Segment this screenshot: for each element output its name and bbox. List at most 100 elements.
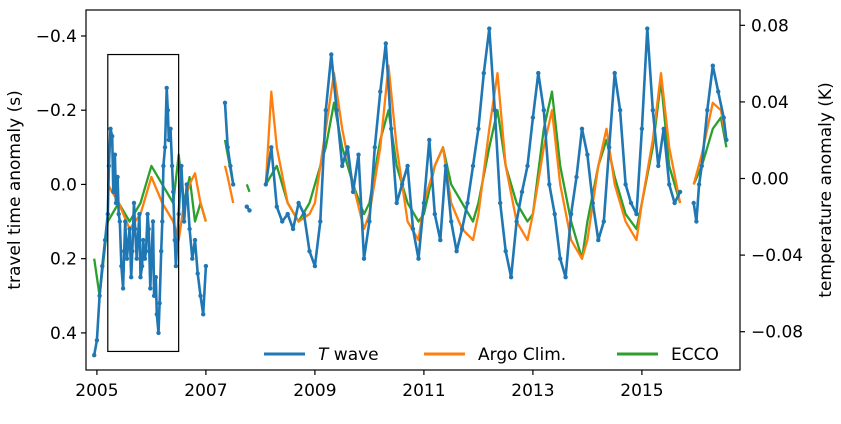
data-point-t-wave xyxy=(151,293,157,298)
data-point-t-wave xyxy=(165,108,170,113)
data-point-t-wave xyxy=(470,163,476,169)
data-point-t-wave xyxy=(394,200,399,206)
data-point-t-wave xyxy=(157,301,162,306)
data-point-t-wave xyxy=(465,200,470,206)
series-line-argo-clim-1 xyxy=(223,165,235,204)
data-point-t-wave xyxy=(345,145,350,150)
data-point-t-wave xyxy=(222,100,228,106)
data-point-t-wave xyxy=(153,275,158,280)
x-tick-label: 2011 xyxy=(402,381,445,401)
data-point-t-wave xyxy=(169,163,175,169)
data-point-t-wave xyxy=(263,182,268,187)
data-point-t-wave xyxy=(710,63,715,68)
y-left-tick-label: 0.0 xyxy=(50,175,77,195)
y-left-tick-label: 0.2 xyxy=(50,250,77,270)
data-point-t-wave xyxy=(432,211,437,217)
series-line-t-wave-1 xyxy=(223,102,235,185)
data-point-t-wave xyxy=(661,126,666,131)
data-point-t-wave xyxy=(552,211,557,217)
data-point-t-wave xyxy=(389,126,394,131)
data-point-t-wave xyxy=(120,286,126,291)
x-tick-label: 2015 xyxy=(620,381,663,401)
data-point-t-wave xyxy=(146,226,151,232)
y-right-tick-label: 0.04 xyxy=(751,93,789,113)
data-point-t-wave xyxy=(639,126,645,131)
data-point-t-wave xyxy=(541,108,546,113)
data-point-t-wave xyxy=(129,275,134,280)
series-layer xyxy=(92,26,729,358)
data-point-t-wave xyxy=(285,211,290,217)
data-point-t-wave xyxy=(329,52,334,57)
data-point-t-wave xyxy=(372,145,377,150)
data-point-t-wave xyxy=(694,219,699,224)
data-point-t-wave xyxy=(110,134,115,139)
data-point-t-wave xyxy=(122,249,127,254)
data-point-t-wave xyxy=(124,256,130,261)
data-point-t-wave xyxy=(160,219,165,224)
data-point-t-wave xyxy=(312,263,318,269)
data-point-t-wave xyxy=(172,237,177,243)
data-point-t-wave xyxy=(225,145,230,150)
data-point-t-wave xyxy=(290,226,296,232)
data-point-t-wave xyxy=(454,249,459,254)
y-left-tick-label: 0.4 xyxy=(50,324,77,344)
data-point-t-wave xyxy=(596,237,601,243)
data-point-t-wave xyxy=(590,200,595,206)
data-point-t-wave xyxy=(137,211,142,217)
data-point-t-wave xyxy=(115,174,120,180)
data-point-t-wave xyxy=(634,211,639,217)
data-point-t-wave xyxy=(112,152,118,157)
data-point-t-wave xyxy=(166,137,171,143)
data-point-t-wave xyxy=(481,70,486,76)
legend-label-t-wave: T wave xyxy=(318,345,379,365)
data-point-t-wave xyxy=(405,163,410,169)
data-point-t-wave xyxy=(530,115,536,120)
data-point-t-wave xyxy=(164,85,169,91)
data-point-t-wave xyxy=(135,237,140,243)
data-point-t-wave xyxy=(650,108,655,113)
data-point-t-wave xyxy=(119,263,124,269)
data-point-t-wave xyxy=(247,208,252,213)
data-point-t-wave xyxy=(161,163,166,169)
data-point-t-wave xyxy=(148,286,153,291)
data-point-t-wave xyxy=(334,108,339,113)
data-point-t-wave xyxy=(585,152,590,157)
data-point-t-wave xyxy=(443,163,448,169)
data-point-t-wave xyxy=(361,256,367,261)
data-point-t-wave xyxy=(168,126,173,131)
data-point-t-wave xyxy=(667,182,672,187)
y-right-axis-label: temperature anomaly (K) xyxy=(816,82,836,297)
series-line-ecco-2 xyxy=(245,184,251,193)
data-point-t-wave xyxy=(721,115,726,120)
data-point-t-wave xyxy=(449,219,454,224)
data-point-t-wave xyxy=(579,126,585,131)
data-point-t-wave xyxy=(113,200,119,206)
data-point-t-wave xyxy=(514,219,519,224)
data-point-t-wave xyxy=(94,338,100,343)
data-point-t-wave xyxy=(612,70,617,76)
data-point-t-wave xyxy=(323,108,328,113)
data-point-t-wave xyxy=(111,189,116,195)
y-right-tick-label: 0.00 xyxy=(751,170,789,190)
data-point-t-wave xyxy=(416,256,421,261)
data-point-t-wave xyxy=(696,182,702,187)
data-point-t-wave xyxy=(399,182,405,187)
data-point-t-wave xyxy=(150,219,156,224)
y-right-tick-label: −0.08 xyxy=(751,323,803,343)
data-point-t-wave xyxy=(568,211,574,217)
data-point-t-wave xyxy=(724,137,729,143)
data-point-t-wave xyxy=(141,237,146,243)
data-point-t-wave xyxy=(154,312,159,317)
y-left-axis-label: travel time anomaly (s) xyxy=(5,90,25,289)
data-point-t-wave xyxy=(138,275,143,280)
data-point-t-wave xyxy=(301,211,307,217)
data-point-t-wave xyxy=(525,163,530,169)
data-point-t-wave xyxy=(228,163,233,169)
data-point-t-wave xyxy=(459,226,465,232)
data-point-t-wave xyxy=(127,226,132,232)
y-right-tick-label: −0.04 xyxy=(751,246,803,266)
data-point-t-wave xyxy=(378,89,383,94)
data-point-t-wave xyxy=(92,353,97,358)
data-point-t-wave xyxy=(145,211,150,217)
